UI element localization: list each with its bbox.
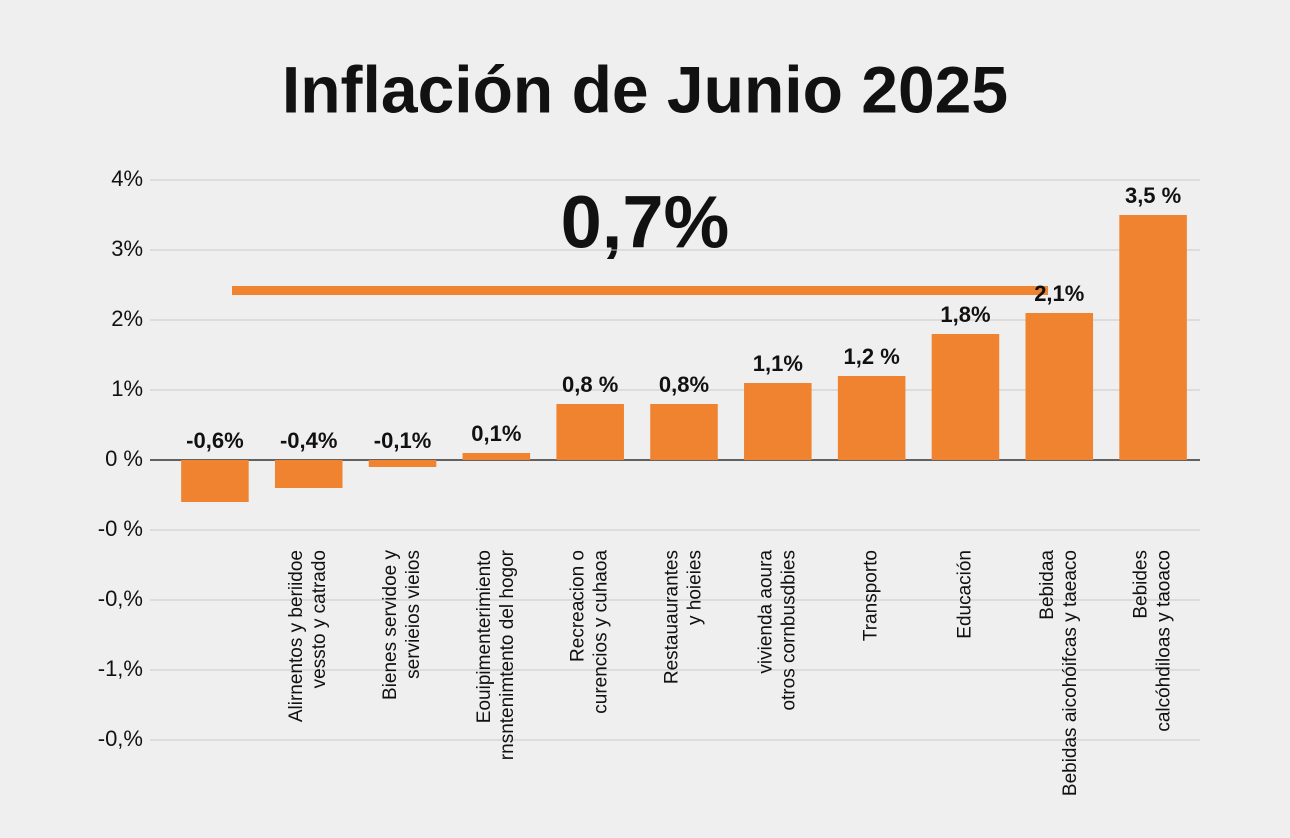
value-label: 0,1%: [471, 421, 521, 446]
x-tick-label: Eouipimenterimiento rnsntenimtento del ho…: [474, 549, 518, 760]
value-label: -0,1%: [374, 428, 431, 453]
y-tick-label: -1,%: [98, 656, 143, 681]
bar: [274, 460, 343, 488]
x-tick-label: Recreacion o curencios y cuhaoa: [568, 550, 612, 714]
bar: [462, 453, 531, 460]
x-tick-label: Educación: [954, 550, 975, 639]
y-tick-label: 4%: [111, 166, 143, 191]
bar: [1025, 313, 1094, 460]
y-tick-label: 1%: [111, 376, 143, 401]
y-tick-label: 2%: [111, 306, 143, 331]
x-tick-label: Transporto: [861, 550, 882, 641]
y-tick-label: 3%: [111, 236, 143, 261]
value-label: 1,8%: [940, 302, 990, 327]
x-tick-label: Bebidaa Bebidas aicohóifcas y taeaco: [1037, 550, 1081, 797]
bar: [556, 404, 624, 460]
bar: [181, 460, 249, 502]
value-label: 1,2 %: [844, 344, 900, 369]
bar: [931, 334, 1000, 460]
x-tick-label: Alirnentos y beriidoe vessto y catrado: [286, 550, 330, 722]
y-tick-label: 0 %: [105, 446, 143, 471]
value-label: 3,5 %: [1125, 183, 1181, 208]
value-label: 0,8%: [659, 372, 709, 397]
reference-line: [232, 286, 1048, 295]
value-label: -0,4%: [280, 428, 337, 453]
value-label: 2,1%: [1034, 281, 1084, 306]
chart-title: Inflación de Junio 2025: [282, 52, 1008, 126]
x-tick-label: Restauaurantes y hoieies: [662, 550, 706, 684]
value-label: 0,8 %: [562, 372, 618, 397]
bar: [1119, 215, 1187, 460]
bar: [837, 376, 906, 460]
y-tick-label: -0,%: [98, 586, 143, 611]
annotation: 0,7%: [561, 181, 730, 264]
bar: [650, 404, 718, 460]
x-tick-label: Bebides calcóhdiloas y taoaco: [1131, 550, 1175, 732]
x-tick-label: vivienda aoura otros cornbusdbies: [755, 550, 799, 711]
value-label: 1,1%: [753, 351, 803, 376]
y-tick-label: -0 %: [98, 516, 143, 541]
value-label: -0,6%: [186, 428, 243, 453]
bar: [744, 383, 812, 460]
bar: [368, 460, 437, 467]
y-tick-label: -0,%: [98, 726, 143, 751]
x-tick-label: Bienes servidoe y servieios vieios: [380, 550, 424, 700]
